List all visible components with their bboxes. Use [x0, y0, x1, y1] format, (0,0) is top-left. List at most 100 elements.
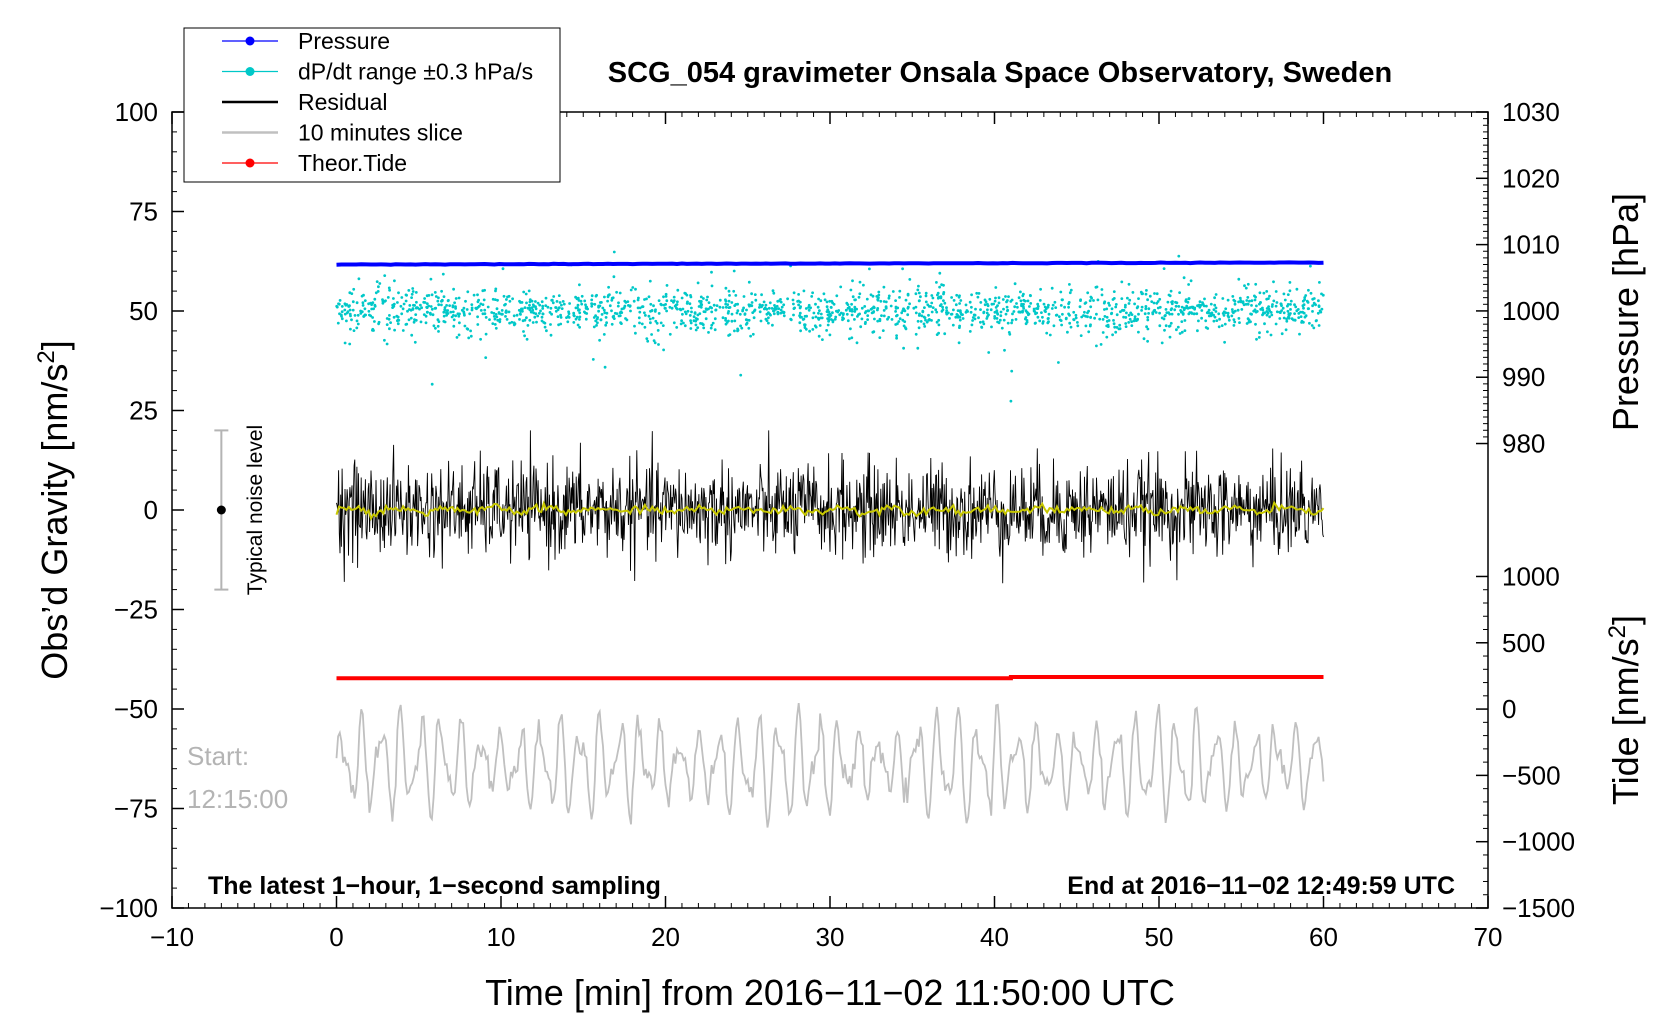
dpdt-point	[937, 318, 941, 322]
dpdt-point	[1036, 305, 1040, 308]
dpdt-point	[1040, 311, 1043, 314]
dpdt-point	[710, 306, 713, 310]
dpdt-point	[906, 292, 910, 296]
dpdt-point	[497, 312, 501, 315]
dpdt-point	[770, 307, 774, 310]
legend-box	[183, 27, 561, 183]
dpdt-point	[491, 322, 495, 325]
dpdt-point	[994, 296, 997, 300]
dpdt-point	[428, 311, 432, 315]
dpdt-point	[1180, 310, 1184, 314]
x-tick-label: 30	[816, 922, 845, 952]
dpdt-point	[1028, 294, 1032, 297]
dpdt-point	[1293, 318, 1297, 322]
dpdt-point	[825, 300, 829, 304]
dpdt-point	[572, 311, 576, 315]
dpdt-point	[1289, 308, 1292, 311]
dpdt-point	[935, 281, 938, 284]
dpdt-point	[672, 321, 676, 325]
dpdt-point	[847, 306, 851, 310]
dpdt-point	[1169, 321, 1173, 325]
dpdt-point	[986, 308, 989, 312]
dpdt-point	[1112, 290, 1116, 293]
dpdt-point	[1265, 290, 1269, 293]
dpdt-point	[476, 293, 479, 297]
dpdt-point	[1212, 308, 1216, 311]
dpdt-point	[853, 305, 857, 309]
dpdt-point	[1021, 294, 1025, 298]
dpdt-point	[1296, 308, 1300, 311]
dpdt-point	[970, 323, 974, 327]
dpdt-point	[799, 315, 802, 319]
dpdt-point	[1320, 307, 1324, 311]
dpdt-point	[596, 316, 599, 319]
dpdt-point	[1012, 310, 1016, 313]
dpdt-point	[424, 321, 428, 325]
dpdt-point	[798, 300, 802, 304]
dpdt-point	[694, 319, 698, 323]
dpdt-point	[1115, 326, 1119, 329]
dpdt-point	[1281, 306, 1285, 310]
dpdt-point	[680, 296, 684, 300]
dpdt-point	[1266, 311, 1270, 315]
legend-dot	[245, 36, 255, 46]
dpdt-point	[1010, 369, 1014, 373]
dpdt-point	[686, 309, 690, 313]
dpdt-point	[752, 316, 756, 320]
dpdt-point	[906, 305, 910, 309]
dpdt-point	[647, 314, 651, 318]
dpdt-point	[1144, 305, 1148, 308]
dpdt-point	[856, 315, 859, 318]
dpdt-point	[1101, 318, 1105, 321]
dpdt-point	[1299, 315, 1303, 318]
dpdt-point	[1158, 297, 1162, 301]
dpdt-point	[1288, 289, 1292, 293]
dpdt-point	[1253, 298, 1257, 302]
dpdt-point	[833, 317, 837, 321]
dpdt-point	[699, 305, 703, 309]
dpdt-point	[1252, 309, 1256, 313]
dpdt-point	[437, 296, 440, 300]
dpdt-point	[1168, 335, 1172, 339]
dpdt-point	[877, 290, 881, 294]
dpdt-point	[797, 293, 800, 296]
dpdt-point	[415, 300, 418, 304]
dpdt-point	[1198, 300, 1202, 304]
dpdt-point	[662, 348, 665, 352]
dpdt-point	[1036, 302, 1040, 306]
dpdt-point	[1213, 303, 1217, 307]
dpdt-point	[704, 307, 708, 311]
dpdt-point	[464, 299, 467, 303]
dpdt-point	[452, 318, 456, 322]
dpdt-point	[650, 333, 653, 336]
dpdt-point	[821, 338, 824, 341]
dpdt-point	[560, 307, 564, 310]
dpdt-point	[798, 311, 802, 315]
dpdt-point	[1286, 293, 1290, 296]
dpdt-point	[1004, 312, 1008, 316]
dpdt-point	[1280, 309, 1283, 312]
dpdt-point	[887, 296, 891, 300]
dpdt-point	[1162, 317, 1166, 321]
dpdt-point	[1143, 312, 1147, 316]
dpdt-point	[693, 312, 697, 315]
end-time-note: End at 2016−11−02 12:49:59 UTC	[1067, 872, 1455, 900]
dpdt-point	[1013, 305, 1017, 309]
dpdt-point	[995, 317, 999, 320]
dpdt-point	[484, 316, 488, 319]
dpdt-point	[1026, 299, 1030, 303]
dpdt-point	[985, 317, 989, 320]
dpdt-point	[653, 310, 657, 313]
dpdt-point	[884, 300, 888, 304]
dpdt-point	[753, 293, 757, 296]
dpdt-point	[348, 291, 352, 295]
dpdt-point	[884, 305, 888, 308]
dpdt-point	[530, 299, 534, 303]
dpdt-point	[529, 310, 533, 314]
dpdt-point	[393, 328, 396, 332]
dpdt-point	[373, 304, 377, 308]
dpdt-point	[1255, 337, 1258, 341]
dpdt-point	[921, 310, 925, 314]
dpdt-point	[1061, 312, 1064, 316]
dpdt-point	[1230, 308, 1234, 311]
